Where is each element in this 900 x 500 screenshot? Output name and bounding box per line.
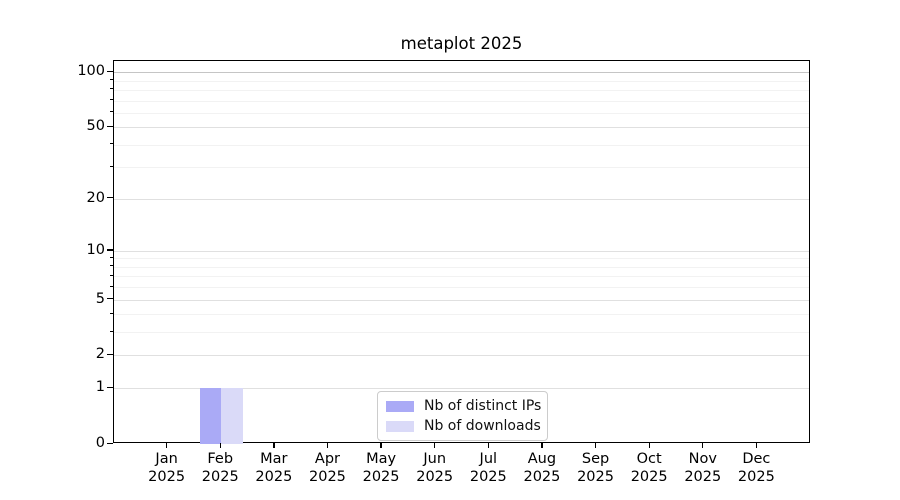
- y-tick-label-20: 20: [86, 189, 105, 206]
- x-tick-label-feb: Feb 2025: [201, 451, 239, 485]
- legend-swatch-downloads-icon: [386, 420, 414, 432]
- y-minor-tick-6: [109, 285, 113, 287]
- gridline-minor-4: [114, 314, 809, 316]
- bar-nb-of-downloads-feb: [221, 388, 243, 444]
- gridline-minor-6: [114, 287, 809, 289]
- x-tick-dec: [755, 443, 758, 448]
- y-minor-tick-70: [109, 99, 113, 101]
- y-tick-label-50: 50: [86, 118, 105, 135]
- y-tick-10: [107, 249, 113, 251]
- y-minor-tick-8: [109, 265, 113, 267]
- legend-item-downloads: Nb of downloads: [386, 418, 541, 434]
- y-tick-100: [107, 70, 113, 72]
- x-tick-label-dec: Dec 2025: [737, 451, 775, 485]
- gridline-minor-3: [114, 332, 809, 334]
- y-minor-tick-7: [109, 274, 113, 276]
- x-tick-jul: [487, 443, 489, 448]
- y-tick-1: [107, 386, 113, 388]
- y-minor-tick-80: [109, 88, 113, 90]
- y-tick-label-100: 100: [77, 63, 105, 80]
- x-tick-label-nov: Nov 2025: [684, 451, 722, 485]
- x-tick-mar: [273, 443, 275, 448]
- y-tick-label-2: 2: [95, 346, 105, 363]
- gridline-minor-8: [114, 266, 809, 268]
- gridline-10: [114, 250, 809, 252]
- legend-swatch-distinct-ips-icon: [386, 400, 414, 412]
- y-minor-tick-3: [109, 330, 113, 332]
- gridline-100: [114, 72, 809, 74]
- gridline-50: [114, 127, 809, 129]
- gridline-minor-60: [114, 112, 809, 114]
- legend-label-distinct-ips: Nb of distinct IPs: [424, 398, 542, 414]
- y-tick-label-0: 0: [95, 435, 105, 451]
- x-tick-apr: [326, 443, 329, 448]
- legend-label-downloads: Nb of downloads: [424, 418, 541, 434]
- x-tick-jun: [434, 443, 436, 448]
- y-tick-label-5: 5: [95, 290, 105, 307]
- gridline-1: [114, 388, 809, 390]
- x-tick-sep: [594, 443, 597, 448]
- gridline-20: [114, 198, 809, 200]
- gridline-minor-7: [114, 276, 809, 278]
- x-tick-label-jan: Jan 2025: [148, 451, 186, 485]
- y-tick-50: [107, 125, 113, 127]
- chart-title: metaplot 2025: [400, 34, 523, 53]
- gridline-minor-80: [114, 89, 809, 91]
- gridline-minor-9: [114, 258, 809, 260]
- x-tick-jan: [166, 443, 168, 448]
- x-tick-oct: [648, 443, 650, 448]
- legend: Nb of distinct IPs Nb of downloads: [377, 391, 548, 441]
- y-minor-tick-60: [109, 111, 113, 113]
- x-tick-aug: [541, 443, 543, 448]
- x-tick-label-oct: Oct 2025: [630, 451, 668, 485]
- gridline-minor-30: [114, 167, 809, 169]
- gridline-2: [114, 355, 809, 357]
- y-tick-2: [107, 353, 113, 356]
- y-minor-tick-4: [109, 312, 113, 314]
- x-tick-label-apr: Apr 2025: [309, 451, 346, 485]
- x-tick-nov: [702, 443, 704, 448]
- x-tick-label-mar: Mar 2025: [255, 451, 293, 485]
- bar-nb-of-distinct-ips-feb: [199, 388, 222, 444]
- y-tick-label-10: 10: [86, 241, 105, 258]
- x-tick-label-may: May 2025: [362, 451, 400, 485]
- y-minor-tick-30: [109, 165, 113, 167]
- y-minor-tick-9: [109, 256, 113, 258]
- gridline-minor-70: [114, 100, 809, 102]
- plot-area: [113, 60, 810, 444]
- x-tick-label-sep: Sep 2025: [577, 451, 614, 485]
- x-tick-label-jun: Jun 2025: [416, 451, 454, 485]
- y-tick-5: [107, 298, 113, 300]
- x-tick-label-aug: Aug 2025: [523, 451, 561, 485]
- y-tick-20: [107, 197, 113, 199]
- y-tick-0: [107, 442, 113, 444]
- x-tick-label-jul: Jul 2025: [469, 451, 507, 485]
- y-minor-tick-40: [109, 143, 113, 145]
- x-tick-may: [380, 443, 382, 448]
- gridline-minor-40: [114, 144, 809, 146]
- gridline-minor-90: [114, 80, 809, 82]
- y-tick-label-1: 1: [95, 379, 105, 396]
- x-tick-feb: [219, 443, 221, 448]
- gridline-5: [114, 299, 809, 301]
- legend-item-distinct-ips: Nb of distinct IPs: [386, 398, 542, 414]
- y-minor-tick-90: [109, 79, 113, 81]
